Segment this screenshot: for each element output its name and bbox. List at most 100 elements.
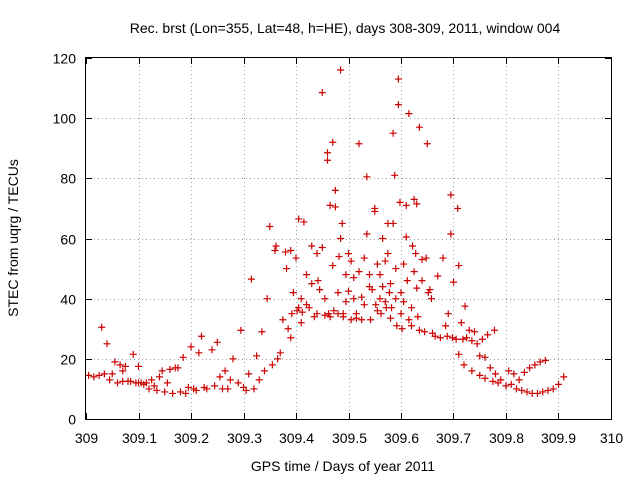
- data-point: [447, 191, 455, 199]
- data-point: [415, 123, 423, 131]
- data-point: [303, 271, 310, 279]
- data-point: [274, 355, 282, 363]
- data-point: [211, 382, 219, 390]
- data-point: [308, 242, 316, 250]
- data-point: [195, 349, 203, 357]
- data-point: [377, 310, 385, 318]
- data-points: [85, 66, 568, 397]
- data-point: [463, 334, 471, 342]
- data-point: [426, 286, 434, 294]
- data-point: [397, 289, 405, 297]
- data-point: [297, 319, 305, 327]
- data-point: [287, 334, 295, 342]
- data-point: [150, 382, 158, 390]
- data-point: [237, 326, 245, 334]
- data-point: [347, 257, 355, 265]
- data-point: [335, 253, 343, 261]
- data-point: [355, 268, 363, 276]
- data-point: [226, 376, 234, 384]
- data-point: [414, 313, 422, 321]
- data-point: [247, 275, 255, 283]
- data-point: [460, 361, 468, 369]
- data-point: [208, 346, 216, 354]
- data-point: [329, 262, 337, 270]
- data-point: [213, 338, 221, 346]
- data-point: [297, 295, 305, 303]
- data-point: [114, 379, 121, 387]
- data-point: [447, 230, 455, 238]
- data-point: [326, 201, 334, 209]
- data-point: [412, 250, 420, 258]
- data-point: [293, 307, 301, 315]
- data-point: [534, 389, 541, 397]
- data-point: [177, 388, 184, 396]
- data-point: [389, 129, 397, 137]
- data-point: [90, 373, 98, 381]
- data-point: [478, 335, 486, 343]
- data-point: [400, 260, 408, 268]
- data-point: [476, 352, 484, 360]
- data-point: [398, 325, 406, 333]
- data-point: [318, 244, 326, 252]
- data-point: [298, 308, 306, 316]
- data-point: [192, 386, 200, 394]
- data-point: [452, 335, 460, 343]
- data-point: [455, 350, 463, 358]
- data-point: [455, 262, 463, 270]
- data-point: [350, 274, 358, 282]
- data-point: [400, 298, 408, 306]
- data-point: [85, 371, 93, 379]
- data-point: [461, 302, 469, 310]
- data-point: [358, 316, 366, 324]
- data-point: [410, 268, 418, 276]
- data-point: [397, 310, 405, 318]
- data-point: [422, 254, 430, 262]
- data-point: [316, 286, 324, 294]
- data-point: [342, 298, 350, 306]
- data-point: [442, 322, 450, 330]
- x-tick-labels: 309 309.1 309.2 309.3 309.4 309.5 309.6 309.7 30…: [75, 430, 624, 446]
- data-point: [295, 304, 303, 312]
- x-tick-label: 309.1: [122, 430, 157, 446]
- data-point: [305, 304, 313, 312]
- data-point: [457, 319, 465, 327]
- x-axis-label: GPS time / Days of year 2011: [251, 458, 435, 474]
- data-point: [284, 325, 292, 333]
- data-point: [345, 287, 352, 295]
- data-point: [224, 385, 232, 393]
- x-tick-label: 309: [75, 430, 99, 446]
- data-point: [318, 89, 326, 97]
- data-point: [276, 349, 284, 357]
- data-point: [314, 277, 322, 285]
- data-point: [179, 353, 187, 361]
- data-point: [288, 310, 296, 318]
- data-point: [473, 340, 481, 348]
- data-point: [158, 367, 166, 375]
- data-point: [272, 242, 280, 250]
- data-point: [339, 313, 347, 321]
- y-tick-label: 20: [60, 352, 76, 368]
- data-point: [544, 386, 552, 394]
- axis-ticks: [86, 58, 612, 420]
- data-point: [392, 295, 400, 303]
- data-point: [371, 207, 379, 215]
- data-point: [541, 356, 549, 364]
- data-point: [388, 304, 396, 312]
- data-point: [402, 201, 410, 209]
- data-point: [127, 377, 135, 385]
- data-point: [379, 235, 387, 242]
- data-point: [423, 140, 431, 148]
- data-point: [444, 310, 452, 318]
- data-point: [555, 380, 562, 388]
- data-point: [345, 250, 352, 258]
- data-point: [379, 283, 387, 291]
- data-point: [352, 310, 360, 318]
- data-point: [324, 149, 331, 157]
- y-tick-label: 0: [68, 412, 76, 428]
- data-point: [368, 286, 376, 294]
- data-point: [439, 254, 447, 262]
- data-point: [373, 260, 381, 268]
- x-tick-label: 309.4: [279, 430, 314, 446]
- data-point: [271, 247, 279, 255]
